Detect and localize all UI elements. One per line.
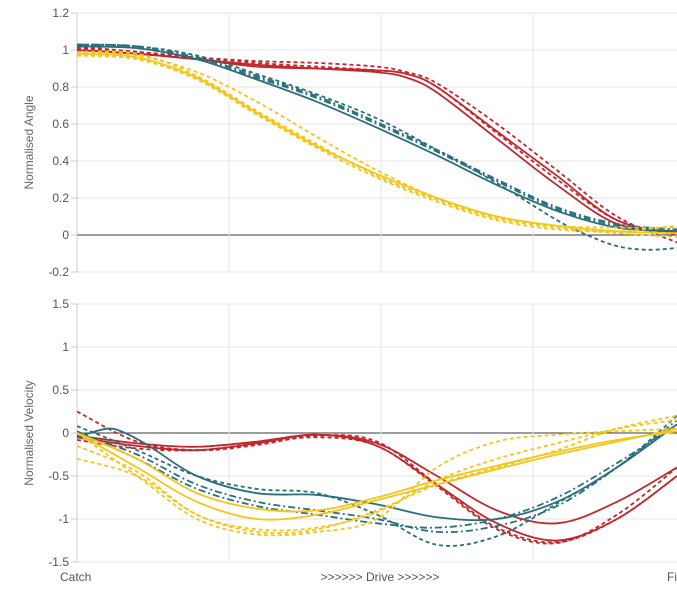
x-label-catch: Catch <box>60 570 91 584</box>
y-axis-title: Normalised Angle <box>22 95 36 189</box>
y-tick-label: -1.5 <box>48 555 69 569</box>
series-line-yellow-dash-2 <box>77 427 677 537</box>
series-group <box>77 410 677 547</box>
series-line-teal-dash-1 <box>77 415 677 547</box>
series-line-red-dash-1 <box>77 47 677 244</box>
series-line-teal-solid-1 <box>77 423 677 522</box>
x-label-drive: >>>>>> Drive >>>>>> <box>321 570 440 584</box>
y-tick-label: 1.5 <box>52 297 69 311</box>
series-group <box>77 43 677 251</box>
series-line-red-solid-2 <box>77 49 677 233</box>
y-tick-label: -0.2 <box>48 265 69 279</box>
y-tick-label: 0.5 <box>52 383 69 397</box>
series-line-yellow-dash-3 <box>77 419 677 532</box>
panel-1: -0.2 0 0.2 0.4 0.6 0.8 1 1.2 Normalised Angle <box>22 6 677 279</box>
y-tick-label: 0.8 <box>52 80 69 94</box>
y-tick-label: 1 <box>62 340 69 354</box>
series-line-teal-dashdot-1 <box>77 419 677 534</box>
series-line-teal-dashdot-2 <box>77 45 677 233</box>
y-tick-label: 1 <box>62 43 69 57</box>
y-tick-label: -0.5 <box>48 469 69 483</box>
series-line-yellow-dash-1 <box>77 50 677 229</box>
series-line-yellow-dash-2 <box>77 54 677 233</box>
series-line-red-dash-2 <box>77 436 677 545</box>
y-tick-label: 0.2 <box>52 191 69 205</box>
series-line-teal-solid-1 <box>77 45 677 233</box>
series-line-yellow-dash-1 <box>77 414 677 534</box>
series-line-red-solid-1 <box>77 49 677 235</box>
y-tick-label: 1.2 <box>52 6 69 20</box>
series-line-red-solid-2 <box>77 433 677 525</box>
series-line-red-dash-2 <box>77 45 677 236</box>
panel-2: -1.5 -1 -0.5 0 0.5 1 1.5 Normalised Velocity Cat… <box>22 297 677 584</box>
series-line-yellow-solid-1 <box>77 427 677 521</box>
series-line-teal-dashdot-2 <box>77 423 677 529</box>
x-label-finish: Fi <box>667 570 677 584</box>
y-tick-label: -1 <box>58 512 69 526</box>
y-tick-label: 0.6 <box>52 117 69 131</box>
series-line-teal-dashdot-1 <box>77 43 677 231</box>
y-tick-label: 0 <box>62 426 69 440</box>
series-line-yellow-solid-1 <box>77 52 677 235</box>
series-line-yellow-dash-3 <box>77 50 677 238</box>
series-line-yellow-solid-2 <box>77 430 677 513</box>
y-tick-label: 0 <box>62 228 69 242</box>
y-tick-label: 0.4 <box>52 154 69 168</box>
y-axis-title: Normalised Velocity <box>22 380 36 485</box>
